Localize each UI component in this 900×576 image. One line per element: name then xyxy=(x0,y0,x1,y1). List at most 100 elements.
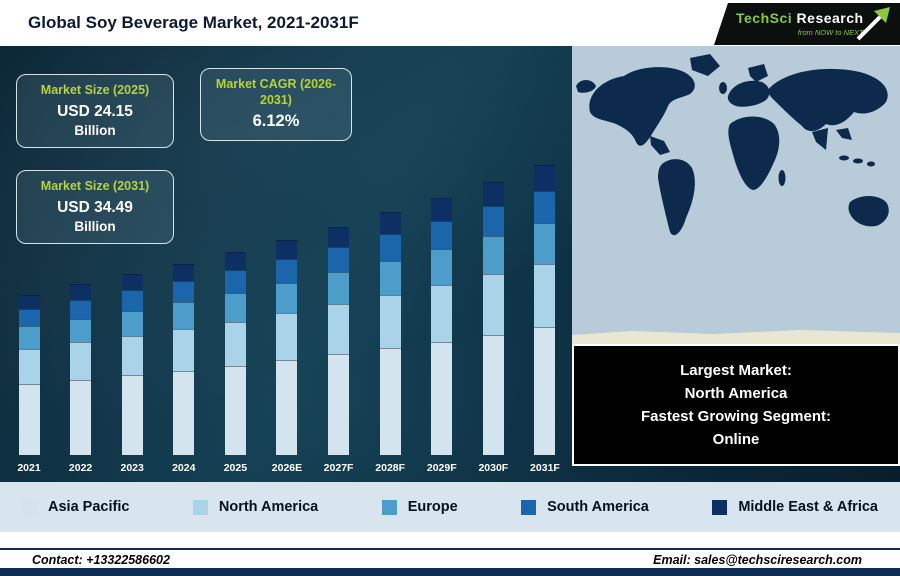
footer-divider xyxy=(0,548,900,550)
legend-swatch xyxy=(712,499,728,515)
x-axis-label: 2026E xyxy=(271,462,303,474)
bar-column-2027f: 2027F xyxy=(322,226,356,474)
x-axis-label: 2031F xyxy=(530,462,560,474)
bar-segment-europe xyxy=(379,260,401,295)
bar-stack xyxy=(121,274,143,455)
market-cagr-box: Market CAGR (2026-2031) 6.12% xyxy=(200,68,352,142)
world-map xyxy=(572,46,900,344)
bar-column-2023: 2023 xyxy=(115,274,149,474)
legend-label: Europe xyxy=(407,499,458,515)
map-land xyxy=(576,54,889,236)
bar-segment-north-america xyxy=(173,329,195,371)
bar-segment-middle-east-africa xyxy=(18,294,40,309)
bar-segment-south-america xyxy=(18,308,40,327)
bar-segment-europe xyxy=(18,326,40,350)
bar-segment-middle-east-africa xyxy=(431,197,453,221)
market-size-2025-label: Market Size (2025) xyxy=(40,83,150,97)
bar-segment-north-america xyxy=(224,321,246,366)
legend-swatch xyxy=(381,499,397,515)
bar-stack xyxy=(379,212,401,455)
bar-stack xyxy=(431,197,453,455)
legend-item-asia-pacific: Asia Pacific xyxy=(22,499,129,515)
x-axis-label: 2030F xyxy=(478,462,509,474)
chart-area: Market Size (2025) USD 24.15 Billion Mar… xyxy=(0,46,900,482)
market-size-2031-label: Market Size (2031) xyxy=(40,179,150,193)
bar-segment-middle-east-africa xyxy=(173,263,195,282)
bar-segment-asia-pacific xyxy=(18,384,40,455)
bar-column-2026e: 2026E xyxy=(270,240,304,474)
legend-item-north-america: North America xyxy=(192,499,318,515)
x-axis-label: 2027F xyxy=(323,462,354,474)
bar-segment-middle-east-africa xyxy=(121,274,143,291)
bar-segment-middle-east-africa xyxy=(379,212,401,235)
bar-segment-asia-pacific xyxy=(379,348,401,455)
bar-segment-south-america xyxy=(534,191,556,224)
bar-segment-middle-east-africa xyxy=(482,182,504,206)
bar-stack xyxy=(276,240,298,455)
bar-segment-north-america xyxy=(482,274,504,335)
bar-segment-middle-east-africa xyxy=(70,284,92,301)
bar-column-2021: 2021 xyxy=(12,294,46,474)
bar-segment-south-america xyxy=(328,246,350,272)
bar-segment-south-america xyxy=(276,259,298,283)
bar-segment-north-america xyxy=(276,313,298,361)
logo-text: TechSci Research from NOW to NEXT xyxy=(736,10,864,37)
bar-segment-asia-pacific xyxy=(224,366,246,455)
largest-market-label: Largest Market: xyxy=(680,361,792,379)
map-antarctica xyxy=(572,330,900,344)
legend-swatch xyxy=(22,499,37,515)
bar-segment-middle-east-africa xyxy=(224,252,246,271)
bar-segment-south-america xyxy=(224,270,246,293)
bar-segment-middle-east-africa xyxy=(328,226,350,247)
bar-segment-south-america xyxy=(70,300,92,319)
market-size-2031-box: Market Size (2031) USD 34.49 Billion xyxy=(16,170,174,244)
bar-segment-europe xyxy=(482,235,504,275)
footer-bottom-bar xyxy=(0,568,900,576)
x-axis-label: 2022 xyxy=(68,462,93,474)
legend: Asia Pacific North America Europe South Ame… xyxy=(0,482,900,532)
header: Global Soy Beverage Market, 2021-2031F T… xyxy=(0,0,900,46)
bar-segment-asia-pacific xyxy=(482,334,504,455)
page-title: Global Soy Beverage Market, 2021-2031F xyxy=(28,13,359,32)
logo-part2: Research xyxy=(792,10,864,27)
bar-segment-asia-pacific xyxy=(534,327,556,455)
x-axis-label: 2024 xyxy=(172,462,196,474)
logo-part1: TechSci xyxy=(736,10,793,27)
market-size-2025-unit: Billion xyxy=(74,122,116,138)
bar-segment-asia-pacific xyxy=(121,375,143,455)
market-size-2025-value: USD 24.15 xyxy=(57,102,133,120)
bar-segment-asia-pacific xyxy=(328,354,350,455)
legend-item-europe: Europe xyxy=(381,499,458,515)
bar-segment-south-america xyxy=(173,281,195,303)
bar-stack xyxy=(224,252,246,455)
bar-stack xyxy=(534,165,556,455)
fastest-growing-value: Online xyxy=(712,431,760,449)
bar-segment-europe xyxy=(431,249,453,286)
bar-segment-north-america xyxy=(328,303,350,355)
logo-name: TechSci Research xyxy=(736,10,864,27)
x-axis-label: 2029F xyxy=(426,462,457,474)
legend-swatch xyxy=(192,499,208,515)
bar-segment-asia-pacific xyxy=(276,360,298,455)
largest-market-value: North America xyxy=(684,384,788,402)
bar-segment-europe xyxy=(328,271,350,304)
bar-column-2024: 2024 xyxy=(167,263,201,474)
bar-stack xyxy=(173,263,195,455)
bar-column-2022: 2022 xyxy=(64,284,98,474)
bar-segment-europe xyxy=(173,302,195,329)
bar-segment-south-america xyxy=(379,234,401,261)
bar-segment-asia-pacific xyxy=(173,371,195,455)
bar-stack xyxy=(482,182,504,455)
world-map-panel xyxy=(572,46,900,344)
market-size-2031-unit: Billion xyxy=(74,218,116,234)
legend-swatch xyxy=(521,499,537,515)
bar-segment-europe xyxy=(534,223,556,264)
bar-segment-north-america xyxy=(431,285,453,342)
market-cagr-value: 6.12% xyxy=(252,112,300,131)
bar-segment-europe xyxy=(70,318,92,343)
x-axis-label: 2021 xyxy=(17,462,41,474)
bar-stack xyxy=(18,294,40,455)
footer-contact: Contact: +13322586602 xyxy=(32,553,170,567)
bar-column-2029f: 2029F xyxy=(425,197,459,474)
